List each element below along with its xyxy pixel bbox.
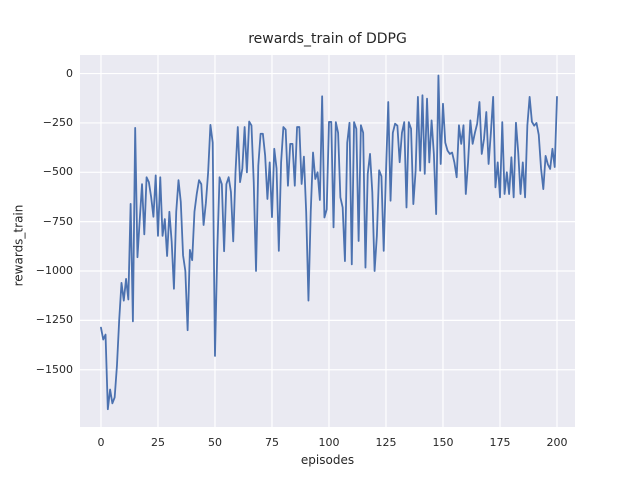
x-tick-label: 150	[432, 436, 454, 449]
x-axis-label: episodes	[300, 453, 355, 467]
x-tick-label: 175	[489, 436, 511, 449]
x-tick-label: 100	[318, 436, 340, 449]
plot-area	[80, 55, 575, 427]
x-tick-label: 0	[97, 436, 105, 449]
y-tick-label: 0	[66, 66, 73, 80]
y-tick-label: −1250	[35, 313, 73, 327]
x-tick-label: 200	[546, 436, 568, 449]
y-tick-label: −1500	[35, 362, 73, 376]
chart-title: rewards_train of DDPG	[248, 31, 407, 47]
y-tick-label: −250	[42, 115, 73, 129]
x-tick-label: 125	[375, 436, 397, 449]
x-tick-label: 75	[264, 436, 279, 449]
series-line-rewards_train	[100, 74, 558, 411]
y-tick-label: −500	[42, 165, 73, 179]
y-tick-label: −750	[42, 214, 73, 228]
x-tick-label: 25	[150, 436, 165, 449]
axes-background	[80, 55, 575, 427]
x-tick-label: 50	[207, 436, 222, 449]
y-tick-label: −1000	[35, 264, 73, 277]
